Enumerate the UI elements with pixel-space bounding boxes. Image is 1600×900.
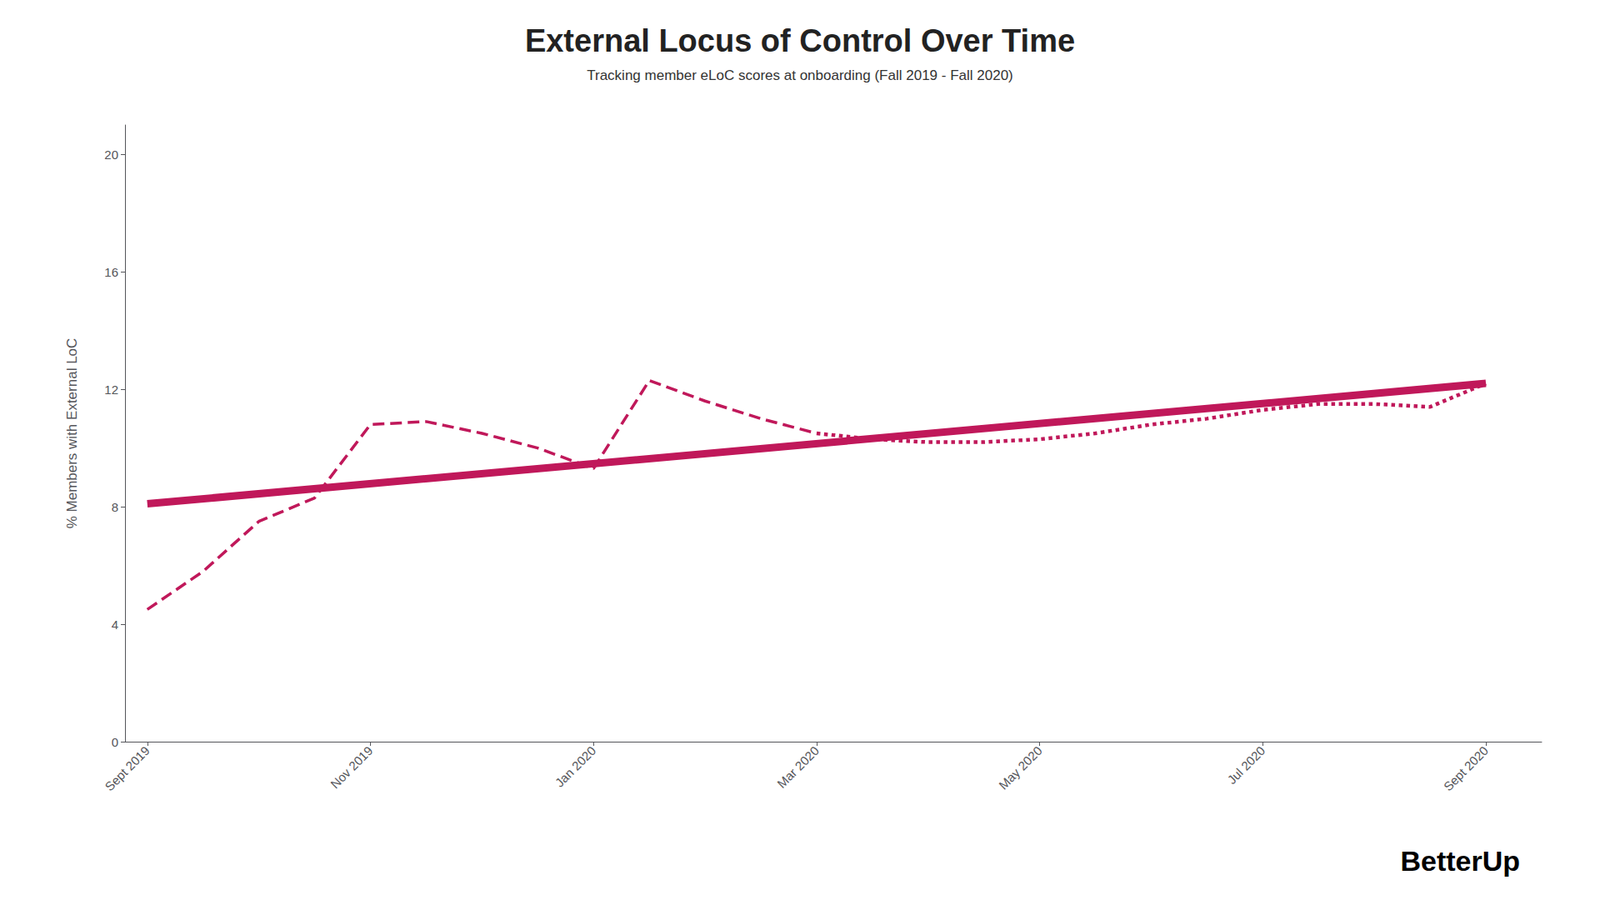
svg-text:Jan 2020: Jan 2020 — [552, 743, 600, 790]
svg-text:20: 20 — [104, 147, 119, 162]
svg-text:Mar 2020: Mar 2020 — [774, 743, 822, 791]
svg-text:8: 8 — [111, 500, 119, 515]
svg-text:4: 4 — [111, 617, 119, 632]
svg-text:0: 0 — [111, 735, 119, 750]
svg-text:% Members with External LoC: % Members with External LoC — [64, 338, 80, 530]
svg-text:May 2020: May 2020 — [995, 743, 1045, 793]
svg-text:12: 12 — [104, 382, 119, 397]
svg-text:Jul 2020: Jul 2020 — [1224, 743, 1268, 787]
svg-text:16: 16 — [104, 265, 119, 280]
svg-text:Sept 2020: Sept 2020 — [1440, 743, 1491, 794]
svg-text:Sept 2019: Sept 2019 — [101, 743, 152, 794]
svg-text:BetterUp: BetterUp — [1400, 845, 1520, 877]
svg-text:External Locus of Control Over: External Locus of Control Over Time — [525, 23, 1075, 59]
svg-text:Nov 2019: Nov 2019 — [327, 743, 375, 791]
svg-text:Tracking member eLoC scores at: Tracking member eLoC scores at onboardin… — [586, 67, 1014, 84]
